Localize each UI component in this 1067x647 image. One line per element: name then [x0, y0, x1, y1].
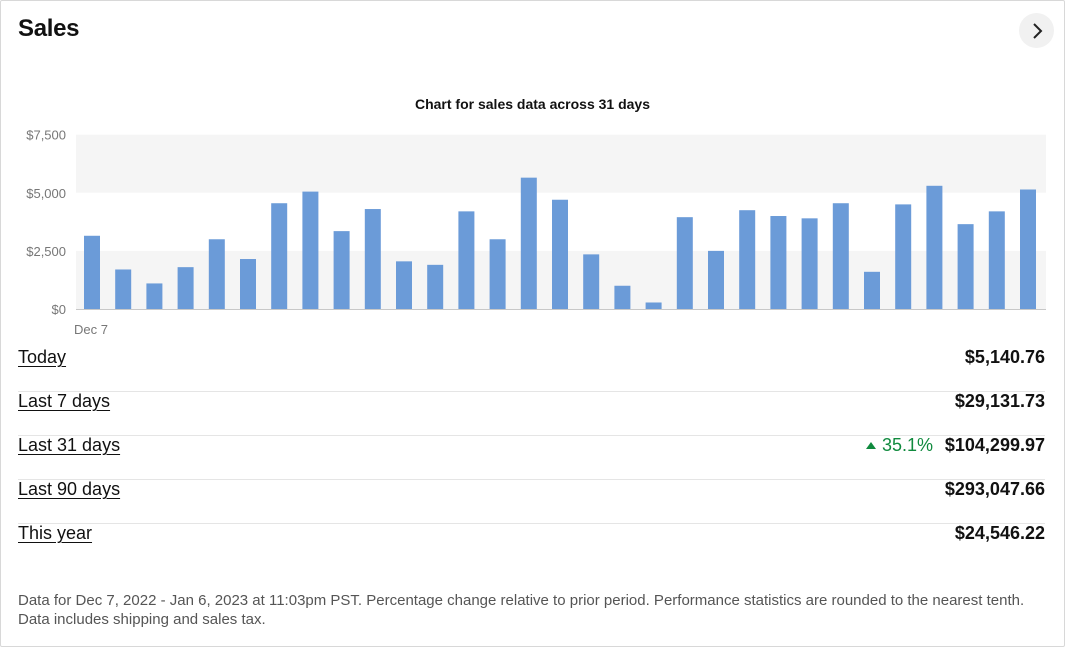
bar[interactable] — [583, 254, 600, 309]
bar[interactable] — [676, 217, 693, 309]
bar[interactable] — [302, 191, 319, 309]
sales-bar-chart: $7,500 $5,000 $2,500 $0 Dec 7 — [26, 128, 1046, 337]
bar[interactable] — [240, 259, 256, 309]
bar[interactable] — [1020, 189, 1036, 309]
bar[interactable] — [832, 203, 849, 309]
bar[interactable] — [520, 177, 537, 309]
y-tick-label: $7,500 — [26, 128, 66, 143]
bar[interactable] — [146, 283, 163, 309]
change-indicator: 35.1% — [865, 435, 933, 456]
bar[interactable] — [708, 250, 724, 309]
bar[interactable] — [988, 211, 1005, 309]
bar[interactable] — [895, 204, 912, 309]
bar[interactable] — [115, 269, 132, 309]
bar[interactable] — [458, 211, 475, 309]
bar[interactable] — [864, 271, 880, 309]
bar[interactable] — [801, 218, 818, 309]
this-year-link[interactable]: This year — [18, 523, 93, 543]
today-value: $5,140.76 — [964, 347, 1045, 367]
this-year-value: $24,546.22 — [954, 523, 1045, 543]
today-link[interactable]: Today — [18, 347, 67, 367]
row-last-90-days: Last 90 days $293,047.66 — [18, 479, 1045, 524]
bar[interactable] — [489, 239, 506, 309]
bar[interactable] — [396, 261, 412, 309]
row-this-year: This year $24,546.22 — [18, 523, 1045, 567]
last-7-days-link[interactable]: Last 7 days — [18, 391, 111, 411]
bar[interactable] — [271, 203, 288, 309]
bar[interactable] — [614, 285, 631, 309]
chevron-right-icon — [1032, 22, 1042, 39]
bar[interactable] — [333, 231, 350, 309]
bar[interactable] — [645, 302, 662, 309]
plot-band — [76, 134, 1046, 193]
bar[interactable] — [84, 235, 100, 309]
trend-up-icon — [865, 442, 876, 449]
last-31-days-value: $104,299.97 — [944, 435, 1045, 455]
bar[interactable] — [739, 210, 756, 309]
card-title: Sales — [18, 15, 80, 42]
y-tick-label: $0 — [52, 302, 66, 317]
row-last-7-days: Last 7 days $29,131.73 — [18, 391, 1045, 436]
bar[interactable] — [552, 199, 568, 309]
last-90-days-link[interactable]: Last 90 days — [18, 479, 121, 499]
change-percent: 35.1% — [881, 435, 933, 455]
y-tick-label: $5,000 — [26, 186, 66, 201]
bar[interactable] — [770, 216, 787, 309]
y-tick-label: $2,500 — [26, 244, 66, 259]
bar[interactable] — [208, 239, 225, 309]
last-31-days-link[interactable]: Last 31 days — [18, 435, 121, 455]
row-last-31-days: Last 31 days 35.1% $104,299.97 — [18, 435, 1045, 480]
next-button[interactable] — [1019, 13, 1054, 48]
bar[interactable] — [427, 264, 444, 309]
last-90-days-value: $293,047.66 — [944, 479, 1045, 499]
row-today: Today $5,140.76 — [18, 347, 1045, 392]
bar[interactable] — [926, 185, 943, 309]
last-7-days-value: $29,131.73 — [954, 391, 1045, 411]
footnote: Data for Dec 7, 2022 - Jan 6, 2023 at 11… — [18, 592, 1025, 628]
chart-title: Chart for sales data across 31 days — [414, 96, 650, 112]
bar[interactable] — [957, 224, 974, 309]
x-tick-label: Dec 7 — [74, 322, 108, 337]
bar[interactable] — [364, 209, 381, 309]
bar[interactable] — [177, 267, 194, 309]
